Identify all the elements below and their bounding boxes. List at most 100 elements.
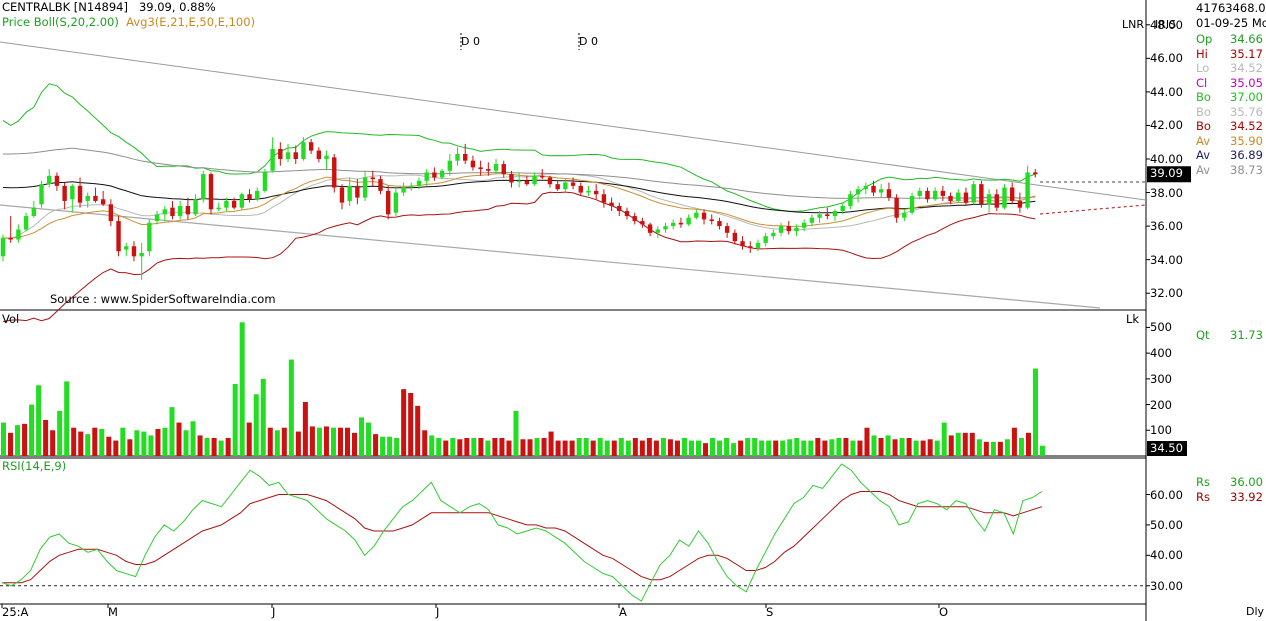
candle-body: [540, 175, 545, 178]
volume-bar: [267, 427, 273, 456]
volume-bar: [576, 438, 582, 456]
ohlc-key: Av: [1196, 133, 1210, 148]
volume-bar: [703, 443, 709, 456]
candle-body: [93, 195, 98, 201]
mode-iris[interactable]: IRIS: [1155, 18, 1177, 31]
ohlc-row: Op 34.66: [1196, 32, 1263, 47]
volume-bar: [204, 438, 210, 456]
volume-bar: [99, 429, 105, 456]
volume-bar: [127, 439, 133, 456]
rsi-signal-line: [2, 491, 1043, 584]
volume-unit: Lk: [1126, 312, 1140, 326]
volume-bar: [520, 439, 526, 456]
candle-body: [925, 190, 930, 200]
volume-bar: [436, 438, 442, 456]
candle-body: [886, 189, 892, 198]
volume-bar: [415, 405, 421, 456]
ohlc-value: 35.05: [1230, 75, 1263, 90]
volume-bar: [583, 438, 589, 456]
candle-body: [709, 219, 714, 222]
volume-bar: [906, 438, 912, 456]
bollinger-upper-line: [2, 83, 1036, 212]
volume-tick-label: 300: [1150, 371, 1172, 386]
indicator-legend: Price Boll(S,20,2.00) Avg3(E,21,E,50,E,1…: [2, 16, 255, 29]
volume-bar: [337, 427, 343, 456]
ohlc-row: Cl 35.05: [1196, 76, 1263, 91]
month-label: 25:A: [2, 605, 29, 619]
candle-body: [447, 160, 453, 171]
candle-body: [509, 174, 514, 183]
volume-bar: [724, 438, 730, 456]
candle-body: [979, 184, 984, 205]
candle-body: [224, 200, 229, 208]
candle-body: [455, 153, 460, 161]
candle-body: [463, 153, 468, 161]
volume-bar: [471, 438, 477, 456]
candle-body: [393, 192, 399, 213]
volume-bar: [920, 440, 926, 456]
candle-body: [478, 167, 483, 170]
volume-total: 41763468.00: [1196, 1, 1266, 15]
candle-body: [370, 177, 375, 180]
bollinger-label: Price Boll(S,20,2.00): [2, 15, 119, 29]
volume-bar: [352, 432, 358, 456]
candle-body: [586, 190, 591, 193]
candle-body: [154, 214, 160, 222]
volume-bar: [913, 440, 919, 456]
rsi-tick-label: 50.00: [1150, 517, 1183, 532]
ohlc-value: 35.17: [1230, 46, 1263, 61]
candle-body: [54, 175, 60, 186]
volume-bar: [401, 389, 407, 456]
mode-lnr[interactable]: LNR: [1122, 18, 1144, 31]
price-tick-label: 32.00: [1150, 286, 1183, 301]
volume-bar: [260, 378, 266, 456]
volume-bar: [590, 440, 596, 456]
volume-bar: [78, 431, 84, 456]
price-tick-label: 46.00: [1150, 51, 1183, 66]
candle-body: [255, 190, 260, 200]
candle-body: [216, 207, 221, 210]
volume-bar: [492, 438, 498, 456]
candle-body: [547, 177, 553, 185]
candle-body: [524, 180, 530, 185]
volume-bar: [29, 404, 35, 456]
volume-bar: [695, 440, 702, 456]
volume-bar: [85, 434, 91, 456]
volume-bar: [330, 427, 336, 456]
volume-bar: [815, 438, 821, 456]
volume-bar: [745, 438, 751, 456]
volume-bar: [871, 435, 877, 456]
volume-bar: [717, 440, 723, 456]
volume-bar: [899, 438, 905, 456]
candle-body: [601, 194, 607, 203]
candle-body: [609, 202, 614, 206]
volume-bar: [162, 427, 168, 456]
volume-bar: [8, 432, 14, 456]
source-credit: Source : www.SpiderSoftwareIndia.com: [50, 292, 276, 306]
volume-bar: [941, 422, 947, 456]
volume-bar: [1025, 432, 1031, 456]
candle-body: [1002, 187, 1007, 208]
volume-bar: [197, 435, 203, 456]
volume-bar: [688, 440, 694, 456]
price-tick-label: 48.00: [1150, 17, 1183, 32]
candle-body: [385, 190, 391, 215]
volume-tick-label: 400: [1150, 346, 1172, 361]
candle-body: [170, 207, 175, 217]
volume-bar: [274, 430, 280, 456]
candle-body: [47, 175, 52, 185]
candle-body: [647, 224, 653, 233]
candle-body: [100, 199, 106, 205]
period-label[interactable]: Dly: [1246, 605, 1265, 618]
volume-bar: [134, 430, 140, 456]
volume-bar: [148, 435, 154, 456]
volume-bar: [36, 385, 42, 456]
candle-body: [717, 221, 722, 227]
candle-body: [439, 170, 445, 178]
volume-bar: [239, 322, 245, 456]
volume-bar: [387, 436, 393, 456]
volume-bar: [155, 429, 161, 456]
candle-body: [185, 205, 191, 215]
candle-body: [247, 194, 252, 200]
symbol-header: CENTRALBK [N14894] 39.09, 0.88%: [2, 1, 216, 14]
